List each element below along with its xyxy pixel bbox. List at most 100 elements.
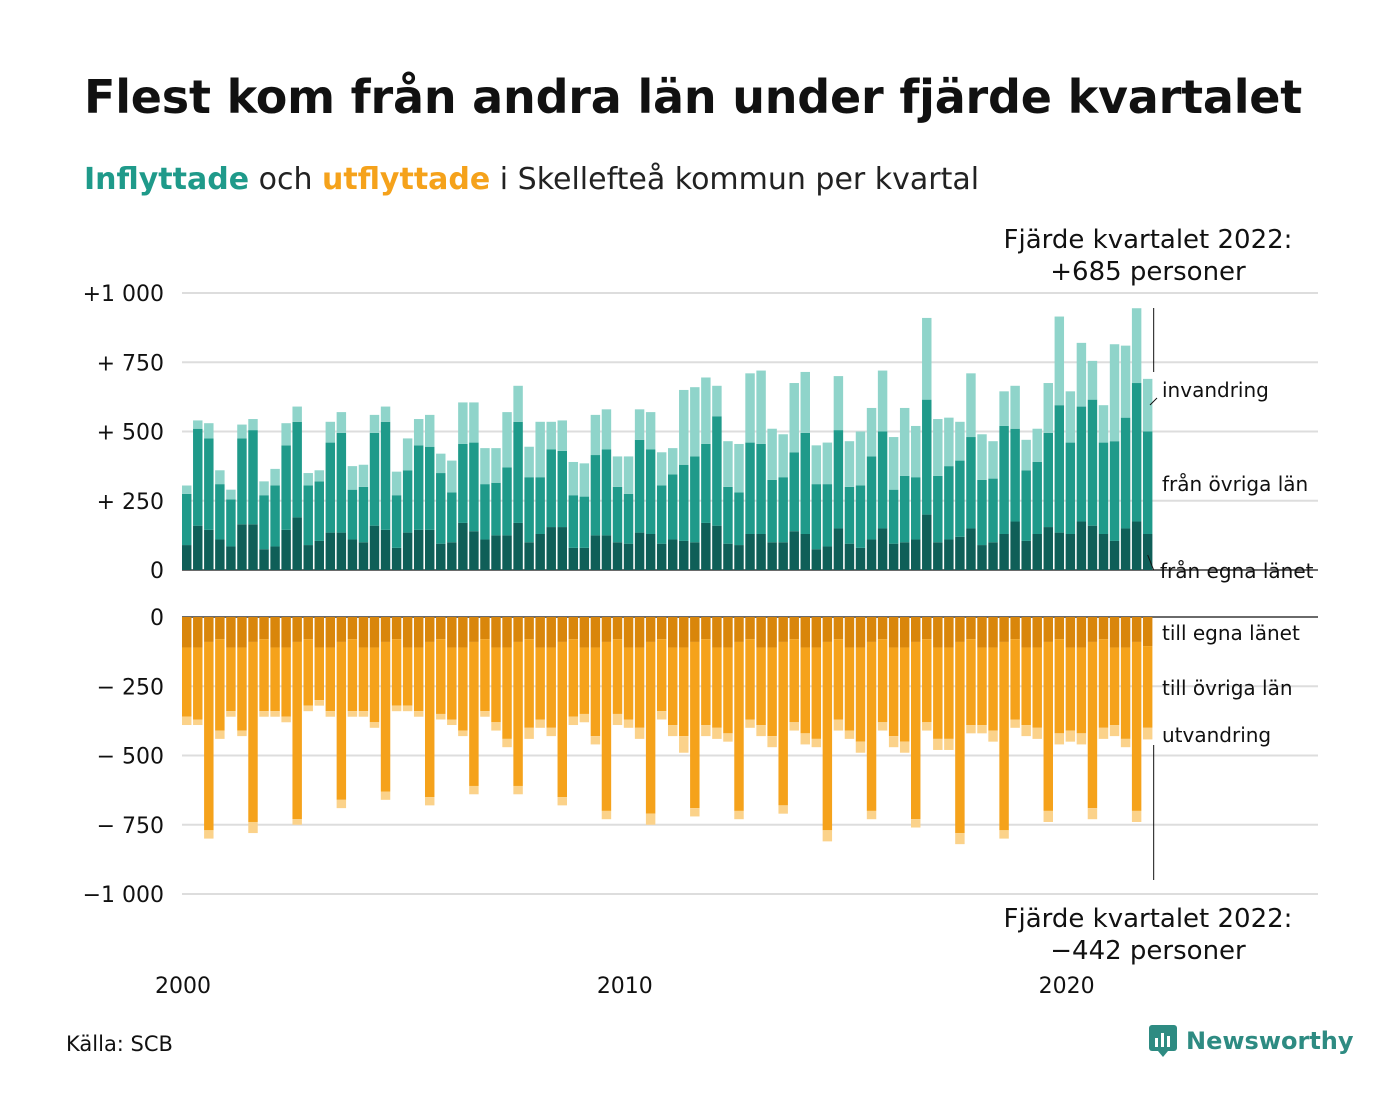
y-tick-label: + 500 bbox=[97, 421, 164, 446]
bar-segment bbox=[436, 453, 446, 474]
bar-segment bbox=[270, 617, 280, 648]
bar-segment bbox=[833, 719, 844, 731]
bar-segment bbox=[402, 647, 413, 706]
bar-segment bbox=[215, 484, 225, 540]
bar-segment bbox=[524, 727, 534, 739]
bar-segment bbox=[380, 406, 391, 422]
bar-segment bbox=[855, 741, 866, 753]
bar-segment bbox=[590, 414, 601, 456]
bar-segment bbox=[1010, 521, 1020, 570]
bar-segment bbox=[1010, 719, 1020, 728]
bar-segment bbox=[999, 617, 1009, 642]
segment-label: till egna länet bbox=[1162, 621, 1300, 645]
bar-segment bbox=[679, 617, 689, 648]
bar-segment bbox=[226, 499, 236, 547]
bar-segment bbox=[193, 525, 203, 570]
bar-segment bbox=[789, 531, 799, 570]
bar-segment bbox=[645, 617, 656, 642]
bar-segment bbox=[712, 647, 722, 728]
x-tick-label: 2010 bbox=[597, 974, 653, 999]
bar-segment bbox=[402, 532, 413, 570]
bar-segment bbox=[811, 445, 822, 485]
bar-segment bbox=[259, 711, 269, 717]
bar-segment bbox=[314, 647, 324, 701]
brand-name: Newsworthy bbox=[1186, 1027, 1354, 1055]
chart-subtitle: Inflyttade och utflyttade i Skellefteå k… bbox=[84, 162, 979, 197]
bar-segment bbox=[491, 535, 501, 570]
bar-segment bbox=[723, 733, 733, 742]
bar-segment bbox=[723, 617, 733, 648]
x-tick-label: 2000 bbox=[155, 974, 211, 999]
bar-segment bbox=[259, 549, 269, 570]
bar-segment bbox=[182, 647, 192, 717]
bar-segment bbox=[215, 539, 225, 570]
bar-segment bbox=[402, 705, 413, 712]
bar-segment bbox=[734, 810, 744, 820]
x-tick-label: 2020 bbox=[1039, 974, 1095, 999]
bar-segment bbox=[369, 432, 380, 526]
bar-segment bbox=[292, 421, 302, 518]
bar-segment bbox=[911, 539, 921, 570]
bar-segment bbox=[944, 647, 954, 739]
bar-segment bbox=[723, 486, 733, 544]
bar-segment bbox=[535, 477, 545, 534]
subtitle-middle: och bbox=[249, 162, 322, 197]
bar-segment bbox=[668, 725, 678, 737]
bar-segment bbox=[866, 539, 877, 570]
bar-segment bbox=[734, 545, 744, 570]
bar-segment bbox=[922, 722, 932, 731]
bar-segment bbox=[911, 819, 921, 828]
bar-segment bbox=[855, 617, 866, 648]
bar-segment bbox=[911, 477, 921, 540]
bar-segment bbox=[888, 437, 899, 490]
bar-segment bbox=[425, 617, 435, 642]
bar-segment bbox=[866, 617, 877, 642]
bar-segment bbox=[877, 722, 888, 731]
bar-segment bbox=[1065, 533, 1076, 570]
bar-segment bbox=[447, 542, 457, 570]
bar-segment bbox=[866, 810, 877, 820]
bar-segment bbox=[877, 431, 888, 529]
bar-segment bbox=[248, 430, 258, 525]
bar-segment bbox=[712, 727, 722, 739]
bar-segment bbox=[380, 617, 391, 642]
bar-segment bbox=[281, 716, 291, 723]
bar-segment bbox=[944, 466, 954, 540]
bar-segment bbox=[292, 617, 302, 642]
bar-segment bbox=[645, 412, 656, 450]
bar-segment bbox=[800, 647, 810, 734]
bar-segment bbox=[1010, 428, 1020, 522]
bar-segment bbox=[1021, 540, 1031, 570]
bar-segment bbox=[1021, 439, 1031, 471]
bar-segment bbox=[1109, 617, 1120, 648]
bar-segment bbox=[270, 546, 280, 570]
bar-segment bbox=[1032, 647, 1042, 728]
bar-segment bbox=[270, 711, 280, 717]
bar-segment bbox=[833, 528, 844, 570]
bar-segment bbox=[988, 730, 998, 742]
bar-segment bbox=[800, 617, 810, 648]
bar-segment bbox=[789, 639, 799, 723]
bar-segment bbox=[182, 493, 192, 546]
bar-segment bbox=[535, 533, 545, 570]
bar-segment bbox=[778, 805, 788, 814]
bar-segment bbox=[601, 641, 612, 811]
bar-segment bbox=[413, 711, 424, 717]
bar-segment bbox=[546, 527, 556, 570]
bar-segment bbox=[756, 725, 766, 737]
bar-segment bbox=[866, 456, 877, 540]
bar-segment bbox=[557, 641, 567, 798]
bar-segment bbox=[502, 647, 512, 739]
bar-segment bbox=[480, 639, 490, 712]
bar-segment bbox=[226, 617, 236, 648]
bar-segment bbox=[944, 738, 954, 750]
bar-segment bbox=[623, 456, 634, 494]
bar-segment bbox=[668, 539, 678, 570]
bar-segment bbox=[756, 443, 766, 534]
bar-segment bbox=[579, 496, 590, 548]
bar-segment bbox=[966, 528, 976, 570]
bar-segment bbox=[358, 647, 369, 712]
migration-chart: 0 + 250 + 500 + 750 +1 000 0 − 250 − 500 − 750 −1… bbox=[83, 225, 1318, 999]
bar-segment bbox=[999, 641, 1009, 831]
bar-segment bbox=[204, 423, 214, 439]
